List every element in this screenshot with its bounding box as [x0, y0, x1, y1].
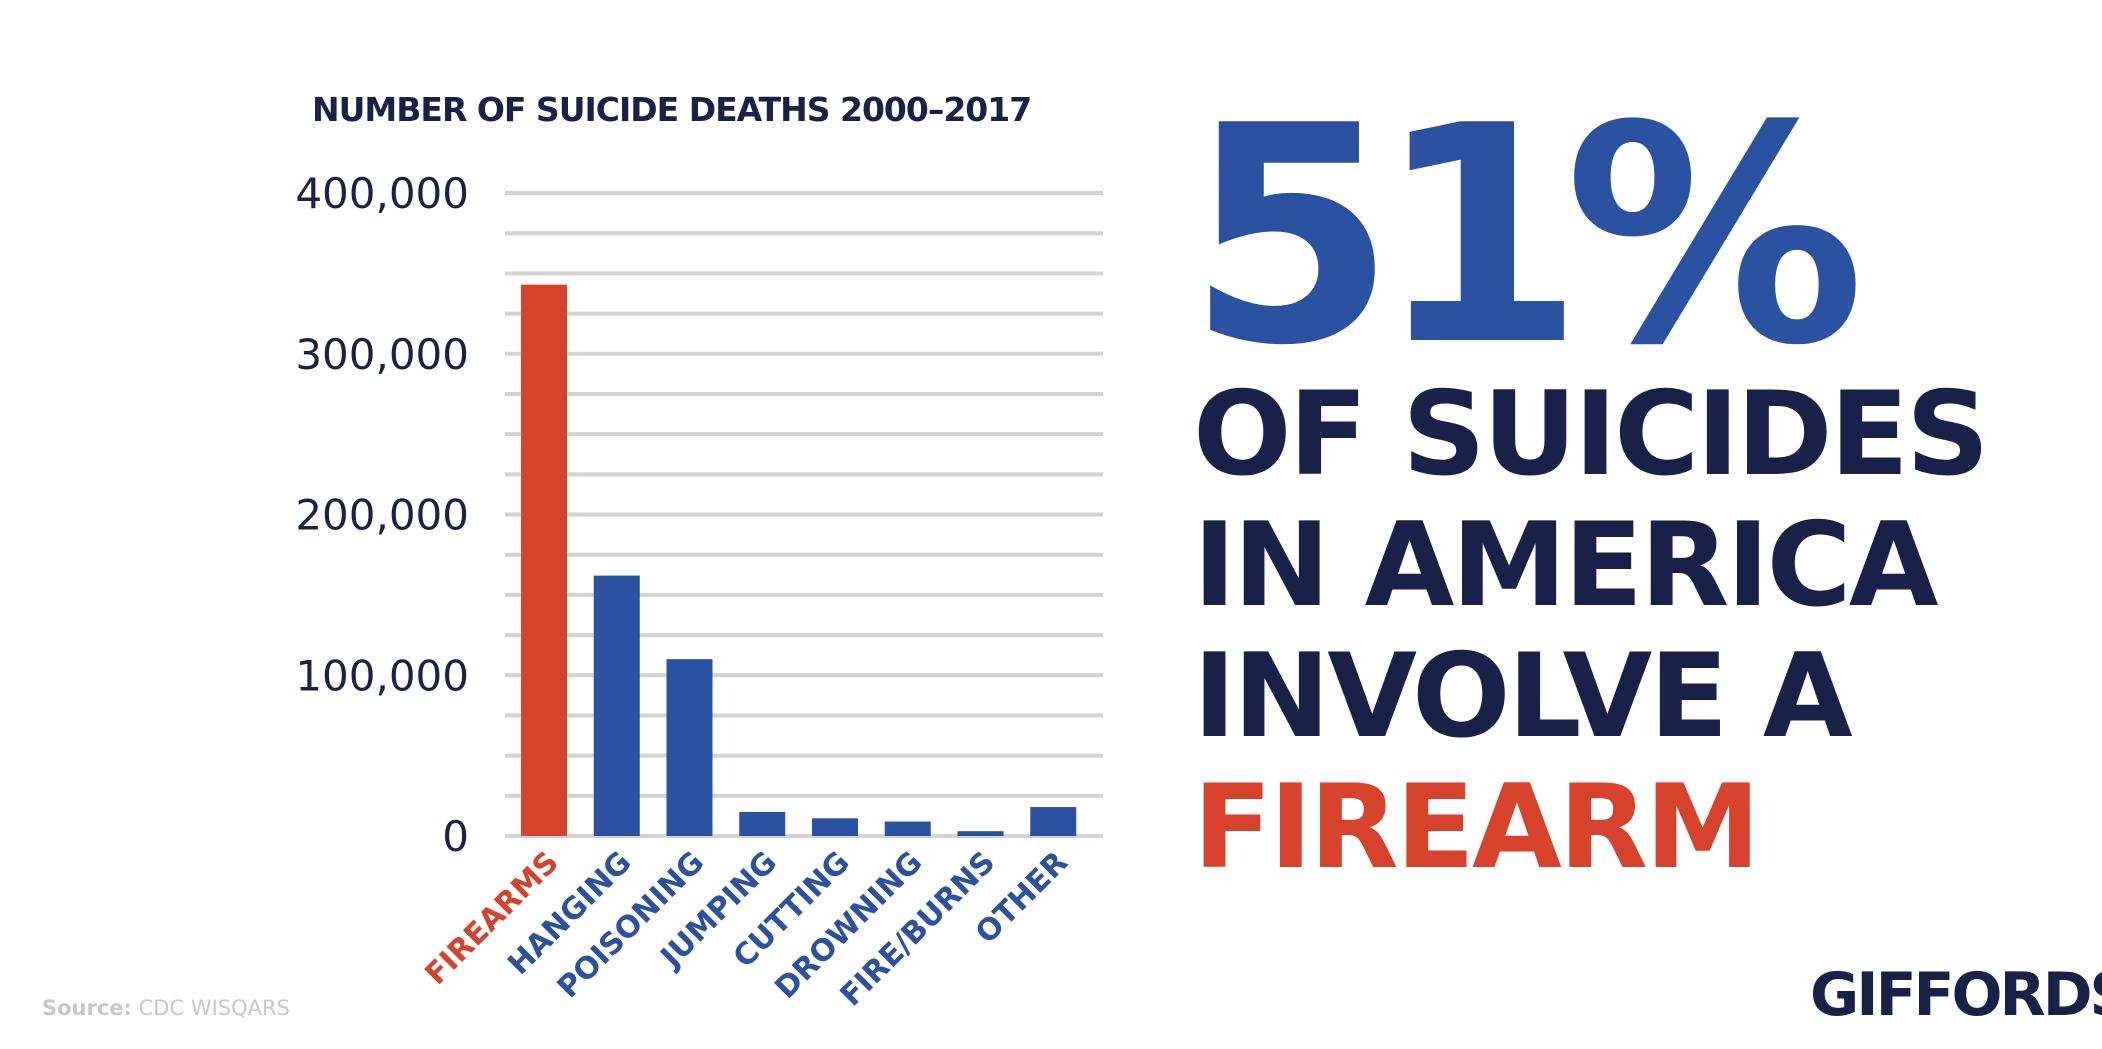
bar-jumping	[739, 811, 786, 836]
source-text: CDC WISQARS	[138, 996, 290, 1020]
y-tick-label: 400,000	[295, 169, 469, 218]
headline-line-3: INVOLVE A	[1193, 629, 1853, 764]
y-tick-label: 200,000	[295, 491, 469, 540]
bar-cutting	[812, 818, 858, 836]
bar-fire-burns	[957, 831, 1004, 836]
bar-firearms	[521, 284, 567, 836]
headline-percent: 51%	[1187, 62, 1865, 411]
bar-drowning	[884, 821, 931, 836]
bar-other	[1030, 807, 1077, 836]
bar-hanging	[593, 575, 640, 836]
source-label: Source:	[42, 996, 132, 1020]
bars	[521, 284, 1077, 836]
headline-line-1: OF SUICIDES	[1193, 367, 1989, 502]
source-note: Source: CDC WISQARS	[42, 996, 290, 1020]
headline: 51% OF SUICIDES IN AMERICA INVOLVE A FIR…	[1187, 87, 1989, 895]
y-tick-label: 100,000	[295, 651, 469, 700]
bar-poisoning	[666, 659, 713, 836]
headline-line-2: IN AMERICA	[1193, 498, 1938, 633]
headline-emphasis: FIREARM	[1193, 760, 1760, 895]
y-tick-label: 0	[442, 812, 469, 861]
logo-text: GIFFORDS	[1810, 960, 2102, 1030]
y-axis-ticks: 0 100,000 200,000 300,000 400,000	[295, 169, 469, 861]
y-tick-label: 300,000	[295, 330, 469, 379]
x-axis-ticks: FIREARMSHANGINGPOISONINGJUMPINGCUTTINGDR…	[419, 845, 1075, 1013]
gifford-logo: GIFFORDS	[1810, 965, 2102, 1025]
chart-title: NUMBER OF SUICIDE DEATHS 2000–2017	[312, 90, 1031, 129]
bar-chart: NUMBER OF SUICIDE DEATHS 2000–2017 0 100,…	[295, 90, 1103, 1013]
